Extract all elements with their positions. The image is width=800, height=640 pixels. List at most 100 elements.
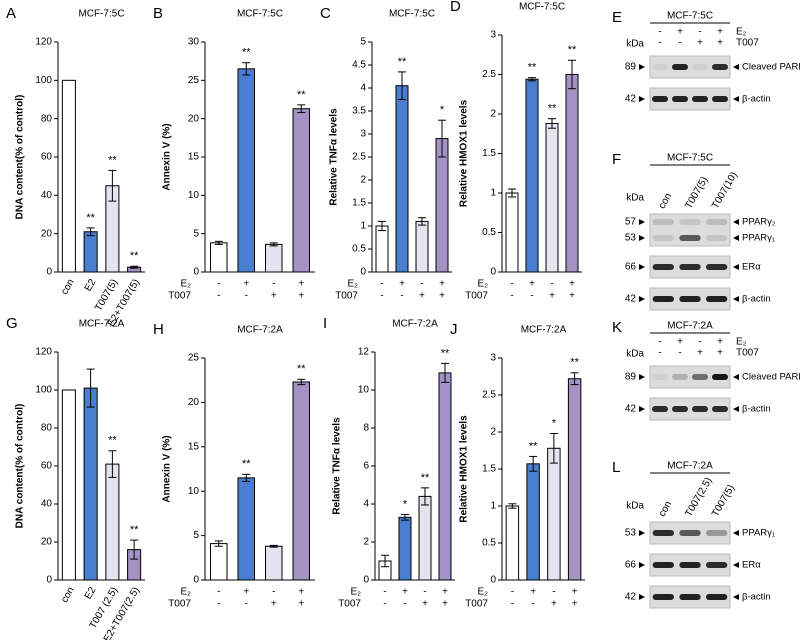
condition-sign: + [697, 38, 703, 49]
y-tick-label: 0 [193, 267, 199, 278]
chart-title: MCF-7:5C [389, 9, 435, 20]
band [679, 594, 701, 600]
condition-sign: + [422, 599, 428, 610]
band [652, 562, 674, 568]
significance: ** [528, 62, 537, 74]
condition-sign: - [511, 599, 514, 610]
marker-arrow [639, 264, 645, 270]
condition-name: E₂ [736, 337, 747, 348]
blot-title: MCF-7:5C [667, 153, 713, 164]
condition-sign: + [439, 291, 445, 302]
blot-strip [649, 397, 731, 421]
y-tick-label: 80 [41, 423, 53, 434]
condition-sign: + [243, 279, 249, 290]
y-tick-label: 0 [46, 575, 52, 586]
blot-title: MCF-7:5C [667, 11, 713, 22]
chart-title: MCF-7:2A [521, 325, 567, 336]
condition-sign: - [272, 587, 275, 598]
marker-arrow [639, 64, 645, 70]
error-bar [242, 62, 251, 76]
condition-sign: - [531, 599, 534, 610]
condition-sign: + [677, 27, 683, 38]
condition-sign: + [298, 279, 304, 290]
band [679, 530, 701, 536]
condition-sign: - [383, 587, 386, 598]
marker-arrow [639, 235, 645, 241]
condition-sign: + [442, 599, 448, 610]
kda-value: 42 [625, 404, 637, 415]
y-tick-label: 2 [360, 175, 366, 186]
y-tick-label: 20 [41, 228, 53, 239]
y-axis-label: Annexin V (%) [162, 435, 173, 502]
error-bar [130, 539, 139, 560]
band [692, 64, 708, 70]
condition-sign: + [529, 279, 535, 290]
bar [438, 372, 452, 581]
y-tick-label: 4 [360, 83, 366, 94]
error-bar [421, 487, 429, 506]
error-bar [86, 227, 95, 237]
band [679, 264, 701, 270]
bar [265, 243, 283, 273]
marker-arrow [733, 264, 739, 270]
band-label: ERα [742, 262, 761, 273]
band [652, 96, 668, 102]
y-tick-label: 60 [41, 152, 53, 163]
error-bar [381, 554, 389, 568]
condition-sign: - [423, 587, 426, 598]
band [706, 235, 728, 241]
bar [61, 79, 76, 273]
condition-sign: + [549, 291, 555, 302]
band [672, 96, 688, 102]
bar [292, 381, 310, 581]
condition-sign: + [569, 291, 575, 302]
marker-arrow [733, 374, 739, 380]
panel-letter: J [450, 321, 458, 338]
condition-sign: + [572, 599, 578, 610]
band-label: β-actin [742, 592, 771, 603]
condition-sign: + [717, 27, 723, 38]
y-tick-label: 1.5 [352, 198, 366, 209]
significance: ** [242, 458, 251, 470]
bar [237, 477, 255, 581]
condition-sign: - [530, 291, 533, 302]
condition-sign: + [399, 279, 405, 290]
error-bar [570, 372, 579, 386]
bar [505, 505, 520, 581]
chart-title: MCF-7:5C [78, 9, 124, 20]
marker-arrow [639, 96, 645, 102]
bar [210, 543, 228, 581]
band-label: PPARγ₁ [742, 528, 775, 539]
y-tick-label: 20 [188, 113, 200, 124]
y-tick-label: 30 [188, 37, 200, 48]
significance: ** [297, 89, 306, 101]
band [652, 374, 668, 380]
error-bar [418, 217, 426, 226]
band [706, 594, 728, 600]
chart-title: MCF-7:2A [79, 319, 125, 330]
condition-name: E₂ [180, 587, 191, 598]
significance: ** [421, 472, 430, 484]
lane-label: T007(5) [683, 175, 710, 211]
y-tick-label: 5 [193, 530, 199, 541]
condition-sign: + [298, 291, 304, 302]
condition-sign: - [217, 587, 220, 598]
error-bar [86, 368, 95, 408]
significance: ** [108, 435, 117, 447]
blot-strip [649, 55, 731, 79]
kda-label: kDa [626, 501, 644, 512]
condition-sign: + [298, 587, 304, 598]
y-tick-label: 0.5 [482, 538, 496, 549]
y-tick-label: 2.5 [352, 152, 366, 163]
kda-value: 53 [625, 528, 637, 539]
y-tick-label: 15 [188, 441, 200, 452]
marker-arrow [733, 235, 739, 241]
y-tick-label: 25 [188, 75, 200, 86]
bar [565, 74, 579, 273]
condition-sign: - [403, 599, 406, 610]
condition-sign: + [298, 599, 304, 610]
condition-sign: - [698, 27, 701, 38]
condition-name: E₂ [347, 279, 358, 290]
marker-arrow [639, 219, 645, 225]
condition-sign: - [245, 599, 248, 610]
